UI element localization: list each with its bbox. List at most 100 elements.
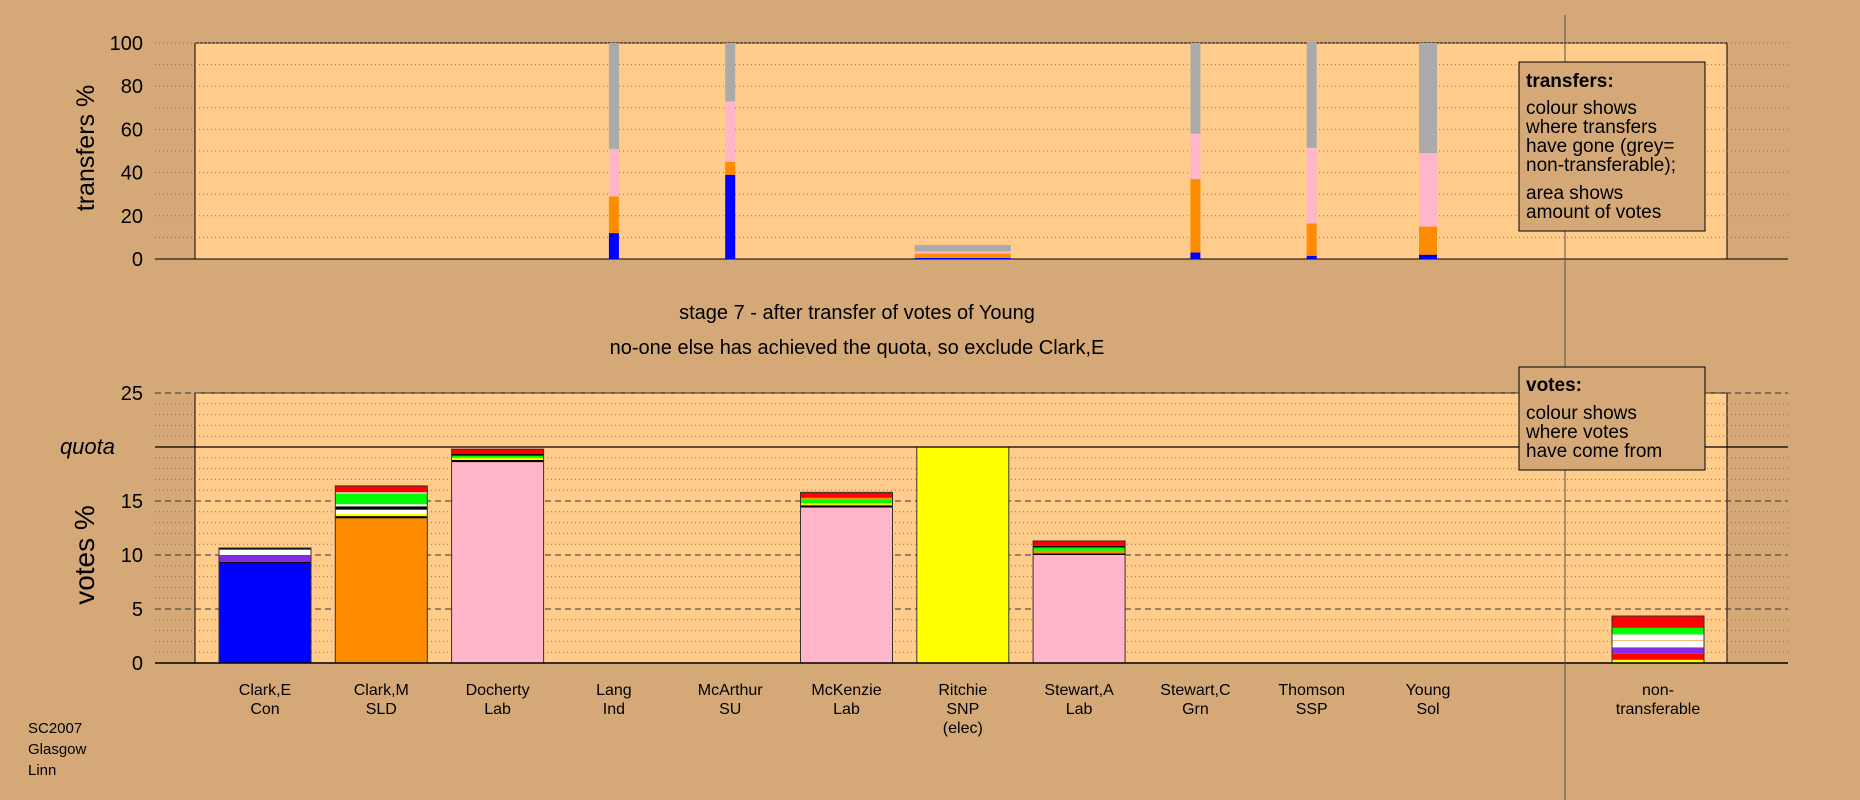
transfers-legend-line: non-transferable); xyxy=(1526,155,1676,176)
transfers-y-axis-label: transfers % xyxy=(72,85,100,211)
candidate-party: Lab xyxy=(484,701,511,718)
transfer-bar-segment xyxy=(725,43,736,102)
candidate-party: SSP xyxy=(1296,701,1328,718)
candidate-labels: Clark,E Con Clark,M SLD Docherty Lab Lang Ind Mc… xyxy=(239,682,1701,737)
nontransferable-label: transferable xyxy=(1616,701,1701,718)
nontransferable-bar-segment xyxy=(1612,634,1704,641)
footer-line: SC2007 xyxy=(28,720,82,737)
transfer-bar-segment xyxy=(608,196,619,234)
votes-tick-label: 5 xyxy=(132,599,143,621)
candidate-name: Clark,E xyxy=(239,682,291,699)
votes-legend-heading: votes: xyxy=(1526,375,1582,396)
transfers-bars xyxy=(608,41,1437,259)
votes-bar-segment xyxy=(1033,545,1126,548)
candidate-name: Stewart,C xyxy=(1160,682,1230,699)
transfers-tick-label: 100 xyxy=(110,33,143,55)
candidate-party: Lab xyxy=(833,701,860,718)
votes-bar-segment xyxy=(335,516,428,519)
transfer-bar-segment xyxy=(914,251,1011,254)
transfer-bar-segment xyxy=(608,43,619,149)
candidate-party: Grn xyxy=(1182,701,1209,718)
votes-bar-segment xyxy=(451,449,544,455)
stage-title: stage 7 - after transfer of votes of You… xyxy=(679,302,1035,324)
votes-bar-segment xyxy=(1033,540,1126,546)
votes-bar-segment xyxy=(800,499,893,504)
nontransferable-bar-segment xyxy=(1612,659,1704,663)
votes-bar-segment xyxy=(335,506,428,510)
nontransferable-bar-segment xyxy=(1612,653,1704,660)
nontransferable-bar-segment xyxy=(1612,640,1704,641)
candidate-party: SU xyxy=(719,701,741,718)
candidate-name: Young xyxy=(1406,682,1451,699)
transfers-tick-label: 40 xyxy=(121,163,143,185)
votes-bar-segment xyxy=(335,513,428,517)
votes-bar-segment xyxy=(800,507,893,663)
transfer-bar-segment xyxy=(1190,252,1201,259)
transfers-y-ticks: 0 20 40 60 80 100 xyxy=(110,33,143,271)
votes-tick-label: 25 xyxy=(121,383,143,405)
transfer-bar-segment xyxy=(608,233,619,259)
candidate-name: McArthur xyxy=(698,682,764,699)
candidate-party: Ind xyxy=(603,701,625,718)
candidate-note: (elec) xyxy=(943,720,983,737)
nontransferable-bar-segment xyxy=(1612,627,1704,635)
votes-bar-segment xyxy=(1033,555,1126,663)
transfer-bar-segment xyxy=(914,257,1011,259)
votes-bar-segment xyxy=(451,459,544,463)
transfer-bar-segment xyxy=(1419,43,1437,154)
candidate-name: Clark,M xyxy=(354,682,409,699)
votes-bar-segment xyxy=(335,504,428,507)
transfers-legend-line: where transfers xyxy=(1525,117,1657,138)
votes-bar-segment xyxy=(219,555,311,563)
footer-line: Glasgow xyxy=(28,741,87,758)
stage-subtitle: no-one else has achieved the quota, so e… xyxy=(610,337,1105,359)
votes-bar-segment xyxy=(800,497,893,500)
votes-bar-segment xyxy=(219,555,311,556)
transfers-legend-line: area shows xyxy=(1526,183,1623,204)
votes-bar-segment xyxy=(335,493,428,505)
votes-bar-segment xyxy=(1033,547,1126,551)
nontransferable-bar-segment xyxy=(1612,640,1704,648)
transfer-bar-segment xyxy=(1190,43,1201,134)
votes-legend-line: colour shows xyxy=(1526,403,1637,424)
transfer-bar-segment xyxy=(1306,223,1317,256)
candidate-party: SLD xyxy=(366,701,397,718)
votes-bar-segment xyxy=(335,509,428,514)
votes-bar-segment xyxy=(335,485,428,493)
transfer-bar-segment xyxy=(914,253,1011,258)
candidate-party: Lab xyxy=(1066,701,1093,718)
transfers-gridlines xyxy=(155,42,1788,260)
votes-legend-line: have come from xyxy=(1526,441,1662,462)
votes-bar-segment xyxy=(451,455,544,458)
votes-bar-segment xyxy=(335,492,428,494)
votes-bar-segment xyxy=(451,462,544,663)
candidate-party: Sol xyxy=(1416,701,1439,718)
nontransferable-bar-segment xyxy=(1612,647,1704,654)
votes-bar-segment xyxy=(800,492,893,498)
transfer-bar-segment xyxy=(725,161,736,175)
transfer-bar-segment xyxy=(1419,226,1437,255)
transfers-legend-heading: transfers: xyxy=(1526,71,1614,92)
votes-bar-segment xyxy=(219,563,311,663)
candidate-name: Stewart,A xyxy=(1044,682,1114,699)
transfer-bar-segment xyxy=(914,244,1011,252)
votes-bar-segment xyxy=(1033,553,1126,555)
transfers-legend-line: amount of votes xyxy=(1526,202,1661,223)
votes-tick-label: 0 xyxy=(132,653,143,675)
candidate-name: McKenzie xyxy=(811,682,881,699)
transfers-tick-label: 60 xyxy=(121,119,143,141)
votes-bar-segment xyxy=(1033,550,1126,554)
transfers-plot-area xyxy=(194,42,1728,260)
votes-bar-segment xyxy=(335,518,428,663)
transfer-bar-segment xyxy=(1306,147,1317,224)
transfer-bar-segment xyxy=(1190,179,1201,253)
candidate-name: Lang xyxy=(596,682,632,699)
votes-y-axis-label: votes % xyxy=(69,505,100,605)
nontransferable-label: non- xyxy=(1642,682,1674,699)
transfers-legend-line: colour shows xyxy=(1526,98,1637,119)
nontransferable-bar-segment xyxy=(1612,616,1704,628)
transfer-bar-segment xyxy=(1306,255,1317,259)
votes-bar-segment xyxy=(800,503,893,506)
votes-tick-label: 15 xyxy=(121,491,143,513)
